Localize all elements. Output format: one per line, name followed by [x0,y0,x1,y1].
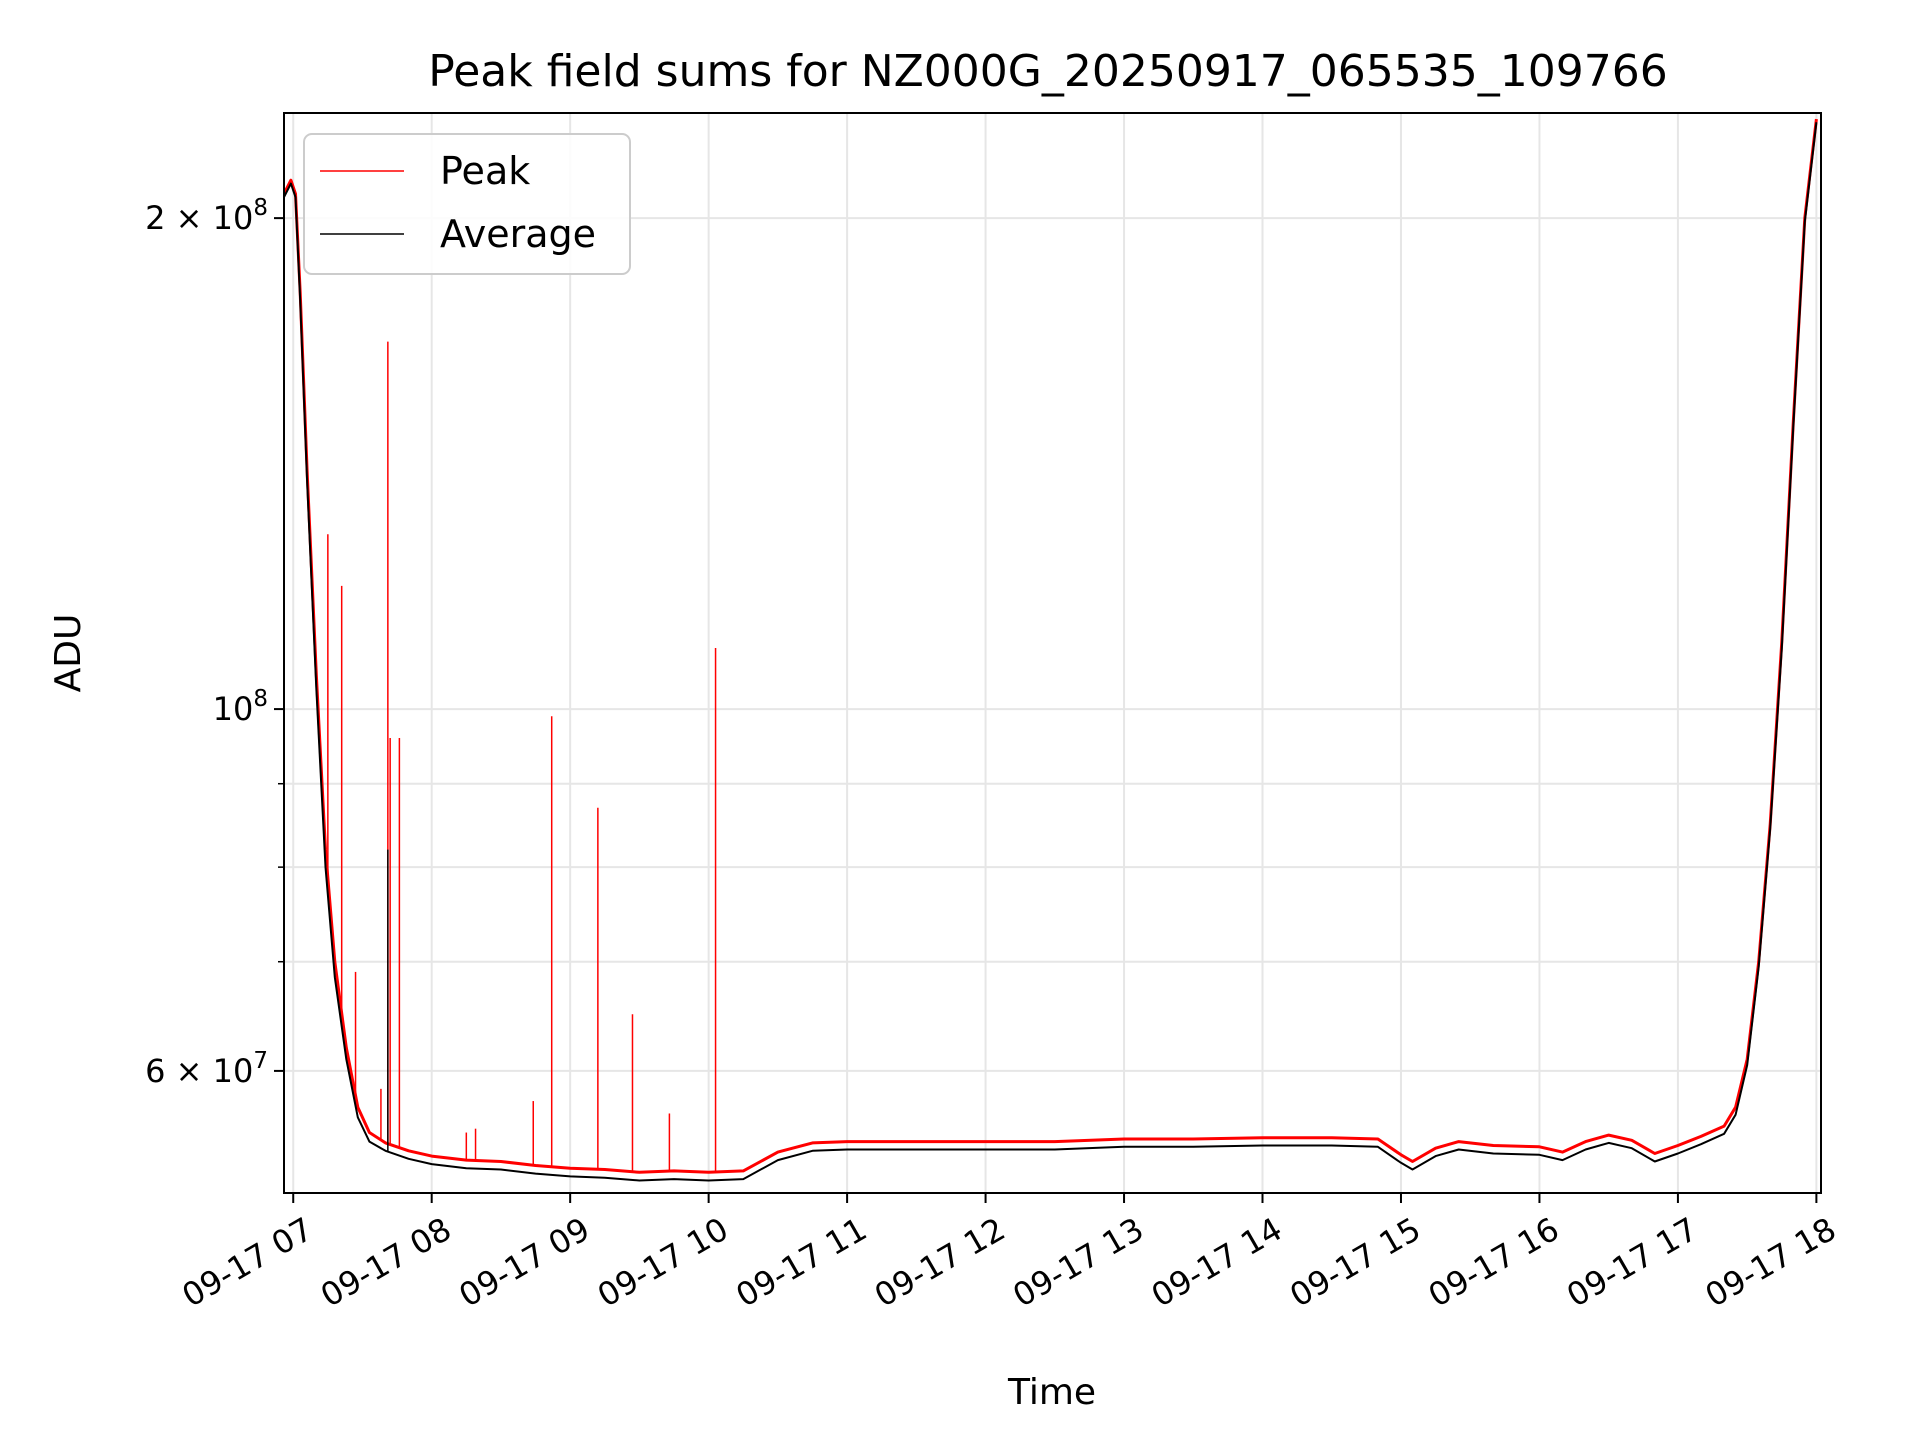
plot-frame [283,112,1822,1194]
y-tick-label: 6 × 107 [145,1048,268,1090]
series-line-average [284,122,1818,1182]
legend-label-peak: Peak [440,149,530,193]
legend-box [303,133,631,275]
series-line-peak [284,118,1818,1174]
grid [284,113,1821,1193]
series-layer [284,118,1818,1182]
x-axis-title: Time [1007,1372,1096,1413]
y-tick-label: 2 × 108 [145,195,268,237]
y-axis-title: ADU [48,614,89,693]
legend: Peak Average [303,133,631,275]
legend-label-average: Average [440,212,596,256]
chart-title: Peak field sums for NZ000G_20250917_0655… [428,46,1667,97]
y-tick-label: 108 [213,686,268,728]
